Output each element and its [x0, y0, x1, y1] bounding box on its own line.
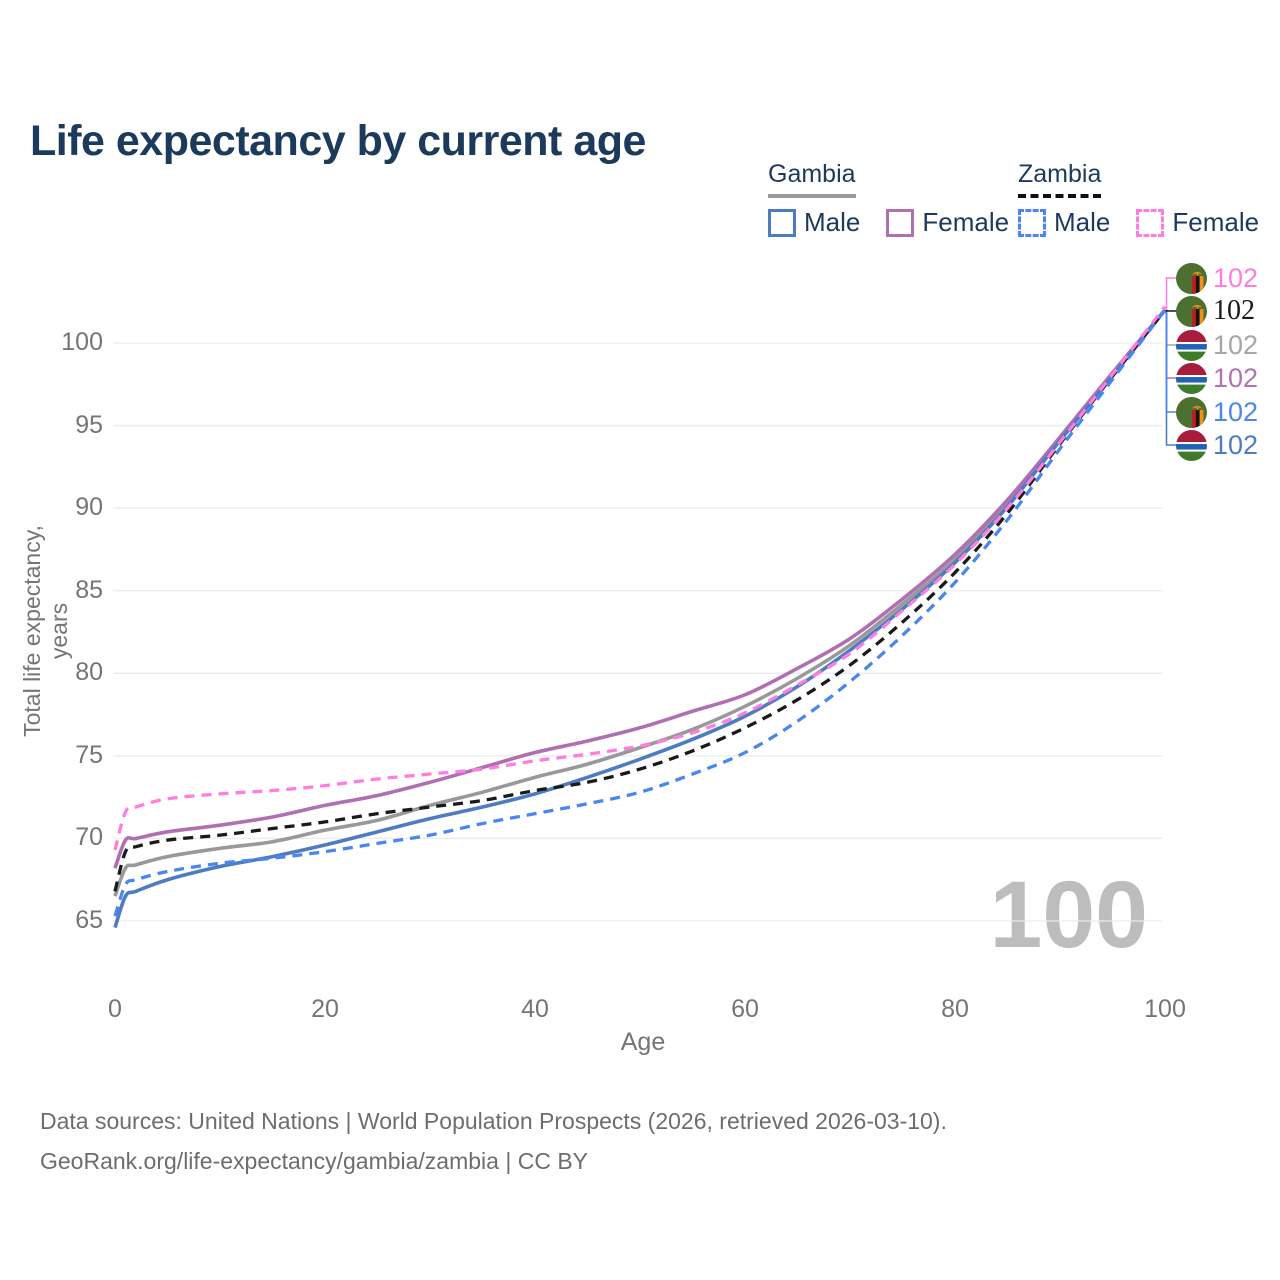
end-label-zambia-female: 102: [1176, 261, 1258, 295]
x-axis-title: Age: [620, 1028, 666, 1056]
zambia-male-swatch-icon[interactable]: [1018, 208, 1046, 237]
x-tick-40: 40: [521, 995, 549, 1023]
legend-country-gambia[interactable]: Gambia: [768, 160, 856, 198]
y-tick-65: 65: [75, 906, 103, 934]
end-label-zambia-male: 102: [1176, 395, 1258, 429]
legend-label-zambia-male[interactable]: Male: [1054, 207, 1111, 237]
y-tick-70: 70: [75, 823, 103, 851]
y-axis-title: Total life expectancy, years: [19, 525, 72, 737]
x-tick-0: 0: [108, 995, 122, 1023]
gambia-flag-icon: [1176, 362, 1207, 394]
y-tick-85: 85: [75, 576, 103, 604]
x-tick-100: 100: [1144, 995, 1186, 1023]
y-tick-80: 80: [75, 658, 103, 686]
legend-label-gambia-female[interactable]: Female: [922, 207, 1010, 237]
x-tick-80: 80: [941, 995, 969, 1023]
y-tick-100: 100: [61, 328, 103, 356]
legend-country-zambia[interactable]: Zambia: [1018, 160, 1102, 198]
gambia-flag-icon: [1176, 329, 1207, 361]
y-tick-90: 90: [75, 493, 103, 521]
x-tick-20: 20: [311, 995, 339, 1023]
zambia-flag-icon: [1176, 295, 1207, 327]
end-label-gambia-male: 102: [1176, 428, 1258, 462]
end-label-gambia-female: 102: [1176, 361, 1258, 395]
gambia-male-swatch-icon[interactable]: [768, 208, 796, 237]
gambia-female-swatch-icon[interactable]: [886, 208, 915, 237]
y-tick-95: 95: [75, 411, 103, 439]
page-title: Life expectancy by current age: [30, 116, 646, 165]
attribution-line: GeoRank.org/life-expectancy/gambia/zambi…: [40, 1148, 589, 1174]
y-tick-75: 75: [75, 741, 103, 769]
gambia-flag-icon: [1176, 429, 1207, 461]
legend-group-gambia: Gambia Male Female: [768, 160, 1027, 238]
zambia-flag-icon: [1176, 262, 1207, 294]
end-label-zambia: 102: [1176, 294, 1255, 328]
end-label-gambia: 102: [1176, 328, 1258, 362]
zambia-female-swatch-icon[interactable]: [1136, 208, 1165, 237]
legend-label-gambia-male[interactable]: Male: [804, 207, 861, 237]
age-watermark: 100: [989, 862, 1148, 968]
legend-label-zambia-female[interactable]: Female: [1172, 207, 1260, 237]
legend-group-zambia: Zambia Male Female: [1018, 160, 1277, 238]
data-source-line: Data sources: United Nations | World Pop…: [40, 1108, 947, 1134]
x-tick-60: 60: [731, 995, 759, 1023]
zambia-flag-icon: [1176, 396, 1207, 428]
